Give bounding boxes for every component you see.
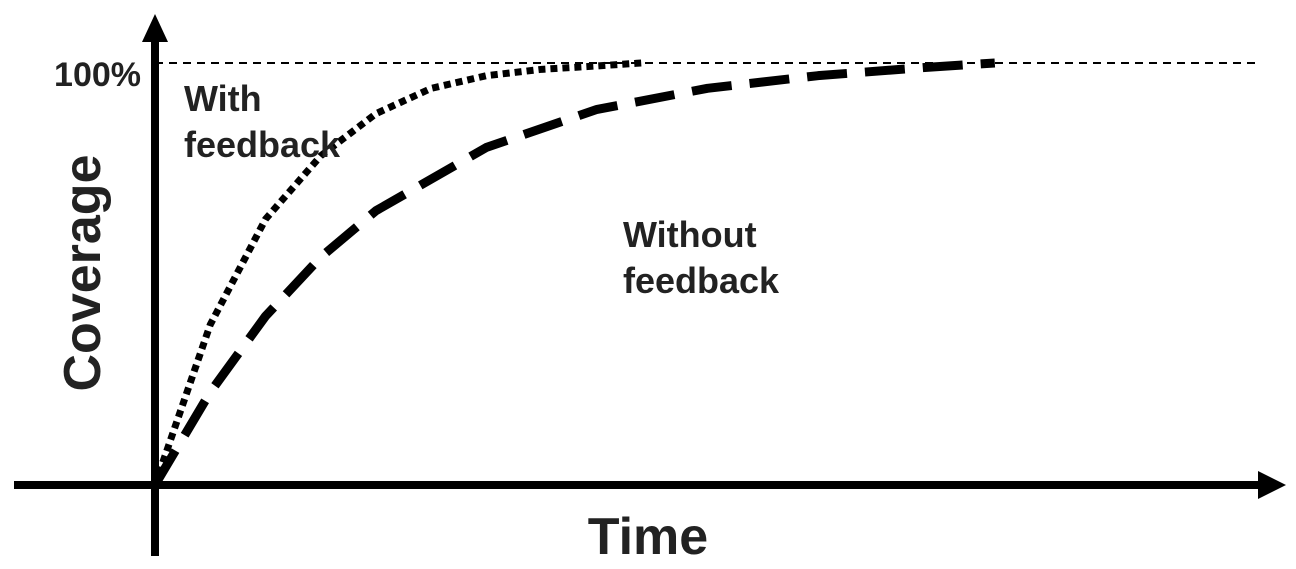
series-annotation-without-feedback-line-1: Without <box>623 214 757 255</box>
y-tick-label-100: 100% <box>54 56 141 94</box>
series-annotation-without-feedback-line-2: feedback <box>623 260 780 301</box>
y-axis-arrowhead <box>142 14 168 42</box>
series-annotation-with-feedback-line-1: With <box>184 78 262 119</box>
text-layer: Coverage Time 100% With feedback Without… <box>54 56 780 566</box>
series-line-without-feedback <box>151 58 996 488</box>
series-line-with-feedback <box>151 59 642 487</box>
x-axis-arrowhead <box>1258 471 1286 499</box>
y-axis-label: Coverage <box>54 155 112 392</box>
axes-layer <box>14 14 1286 556</box>
series-annotation-with-feedback-line-2: feedback <box>184 124 341 165</box>
x-axis-label: Time <box>588 508 708 566</box>
series-layer <box>151 58 996 488</box>
